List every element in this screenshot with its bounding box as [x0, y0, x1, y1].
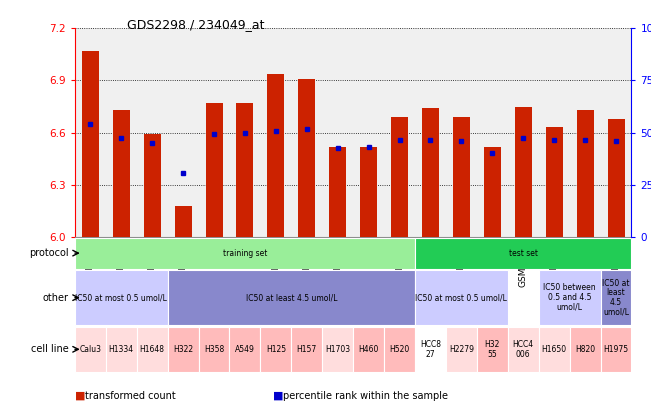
Bar: [600, 271, 631, 325]
Bar: [298, 79, 315, 237]
Bar: [268, 74, 284, 237]
Bar: [360, 147, 377, 237]
Bar: [415, 271, 508, 325]
Bar: [236, 103, 253, 237]
Bar: [329, 147, 346, 237]
Text: IC50 at
least
4.5
umol/L: IC50 at least 4.5 umol/L: [602, 279, 630, 317]
Text: H2279: H2279: [449, 345, 474, 354]
Text: H460: H460: [359, 345, 379, 354]
Text: H157: H157: [297, 345, 317, 354]
Text: H32
55: H32 55: [484, 340, 500, 359]
Text: H1334: H1334: [109, 345, 134, 354]
Bar: [422, 108, 439, 237]
Bar: [75, 238, 415, 269]
Text: IC50 at least 4.5 umol/L: IC50 at least 4.5 umol/L: [245, 293, 337, 302]
Bar: [446, 327, 477, 372]
Bar: [75, 327, 105, 372]
Text: training set: training set: [223, 249, 267, 258]
Bar: [539, 271, 600, 325]
Text: H1975: H1975: [603, 345, 629, 354]
Text: other: other: [42, 293, 68, 303]
Text: transformed count: transformed count: [85, 391, 175, 401]
Bar: [477, 327, 508, 372]
Bar: [322, 327, 353, 372]
Bar: [515, 107, 532, 237]
Text: H358: H358: [204, 345, 224, 354]
Text: IC50 at most 0.5 umol/L: IC50 at most 0.5 umol/L: [76, 293, 167, 302]
Text: H520: H520: [389, 345, 409, 354]
Text: GDS2298 / 234049_at: GDS2298 / 234049_at: [126, 18, 264, 31]
Bar: [546, 128, 562, 237]
Text: test set: test set: [508, 249, 538, 258]
Bar: [260, 327, 292, 372]
Bar: [113, 110, 130, 237]
Text: protocol: protocol: [29, 248, 68, 258]
Bar: [137, 327, 168, 372]
Bar: [174, 206, 191, 237]
Text: H820: H820: [575, 345, 595, 354]
Text: H322: H322: [173, 345, 193, 354]
Bar: [577, 110, 594, 237]
Text: IC50 between
0.5 and 4.5
umol/L: IC50 between 0.5 and 4.5 umol/L: [544, 284, 596, 312]
Bar: [292, 327, 322, 372]
Bar: [168, 327, 199, 372]
Bar: [484, 147, 501, 237]
Bar: [508, 327, 539, 372]
Text: HCC4
006: HCC4 006: [513, 340, 534, 359]
Bar: [230, 327, 260, 372]
Text: A549: A549: [235, 345, 255, 354]
Text: Calu3: Calu3: [79, 345, 102, 354]
Bar: [607, 119, 624, 237]
Text: HCC8
27: HCC8 27: [420, 340, 441, 359]
Bar: [391, 117, 408, 237]
Text: percentile rank within the sample: percentile rank within the sample: [283, 391, 448, 401]
Bar: [206, 103, 223, 237]
Bar: [353, 327, 384, 372]
Bar: [199, 327, 230, 372]
Bar: [384, 327, 415, 372]
Bar: [570, 327, 600, 372]
Text: H1648: H1648: [140, 345, 165, 354]
Bar: [415, 327, 446, 372]
Text: H1650: H1650: [542, 345, 567, 354]
Text: cell line: cell line: [31, 344, 68, 354]
Text: ■: ■: [273, 391, 284, 401]
Text: H125: H125: [266, 345, 286, 354]
Text: ■: ■: [75, 391, 85, 401]
Bar: [453, 117, 470, 237]
Bar: [144, 134, 161, 237]
Bar: [600, 327, 631, 372]
Bar: [415, 238, 631, 269]
Bar: [105, 327, 137, 372]
Text: IC50 at most 0.5 umol/L: IC50 at most 0.5 umol/L: [415, 293, 507, 302]
Bar: [82, 51, 99, 237]
Bar: [168, 271, 415, 325]
Text: H1703: H1703: [325, 345, 350, 354]
Bar: [75, 271, 168, 325]
Bar: [539, 327, 570, 372]
